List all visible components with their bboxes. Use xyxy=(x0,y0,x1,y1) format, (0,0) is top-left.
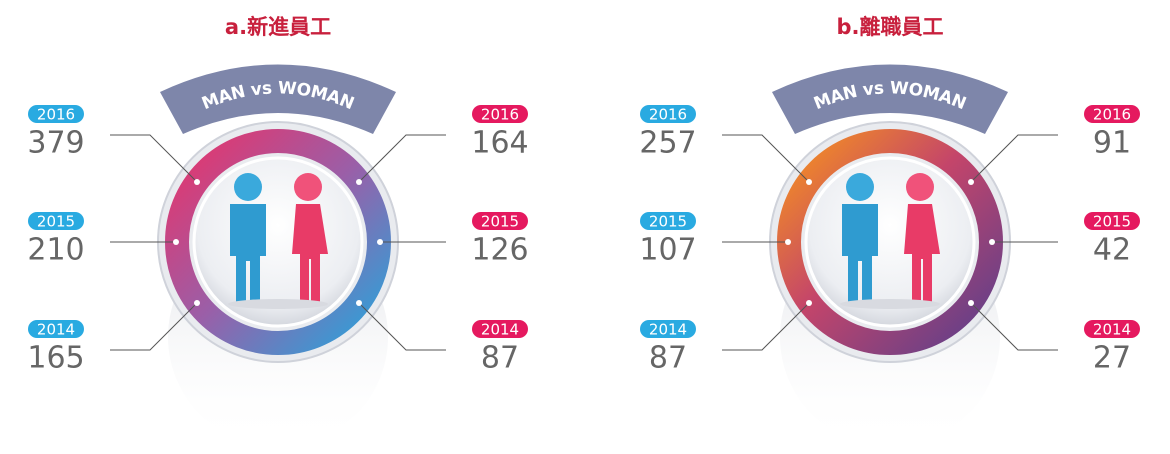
ring-dot xyxy=(989,239,995,245)
value-label: 107 xyxy=(639,233,696,268)
ring-dot xyxy=(806,300,812,306)
panel-title: a.新進員工 xyxy=(225,15,331,39)
year-label: 2015 xyxy=(649,213,687,231)
value-label: 87 xyxy=(649,341,687,376)
ring-dot xyxy=(173,239,179,245)
ring-dot xyxy=(194,300,200,306)
infographic: a.新進員工MAN vs WOMAN2016379201521020141652… xyxy=(0,0,1170,450)
year-label: 2016 xyxy=(1093,106,1131,124)
floor xyxy=(840,299,940,309)
year-label: 2015 xyxy=(37,213,75,231)
year-label: 2014 xyxy=(37,321,75,339)
woman-head xyxy=(906,173,934,201)
ring-dot xyxy=(968,179,974,185)
year-label: 2016 xyxy=(37,106,75,124)
value-label: 91 xyxy=(1093,126,1131,161)
year-label: 2016 xyxy=(481,106,519,124)
ring-dot xyxy=(356,300,362,306)
value-label: 27 xyxy=(1093,341,1131,376)
value-label: 164 xyxy=(471,126,528,161)
ring-dot xyxy=(968,300,974,306)
man-head xyxy=(234,173,262,201)
woman-head xyxy=(294,173,322,201)
panel-title: b.離職員工 xyxy=(836,15,943,39)
year-label: 2015 xyxy=(1093,213,1131,231)
man-head xyxy=(846,173,874,201)
year-label: 2014 xyxy=(481,321,519,339)
year-label: 2015 xyxy=(481,213,519,231)
ring-dot xyxy=(806,179,812,185)
floor xyxy=(228,299,328,309)
value-label: 126 xyxy=(471,233,528,268)
value-label: 379 xyxy=(27,126,84,161)
ring-dot xyxy=(785,239,791,245)
year-label: 2014 xyxy=(1093,321,1131,339)
value-label: 165 xyxy=(27,341,84,376)
value-label: 210 xyxy=(27,233,84,268)
ring-dot xyxy=(377,239,383,245)
value-label: 257 xyxy=(639,126,696,161)
year-label: 2014 xyxy=(649,321,687,339)
year-label: 2016 xyxy=(649,106,687,124)
ring-dot xyxy=(356,179,362,185)
value-label: 42 xyxy=(1093,233,1131,268)
value-label: 87 xyxy=(481,341,519,376)
ring-dot xyxy=(194,179,200,185)
